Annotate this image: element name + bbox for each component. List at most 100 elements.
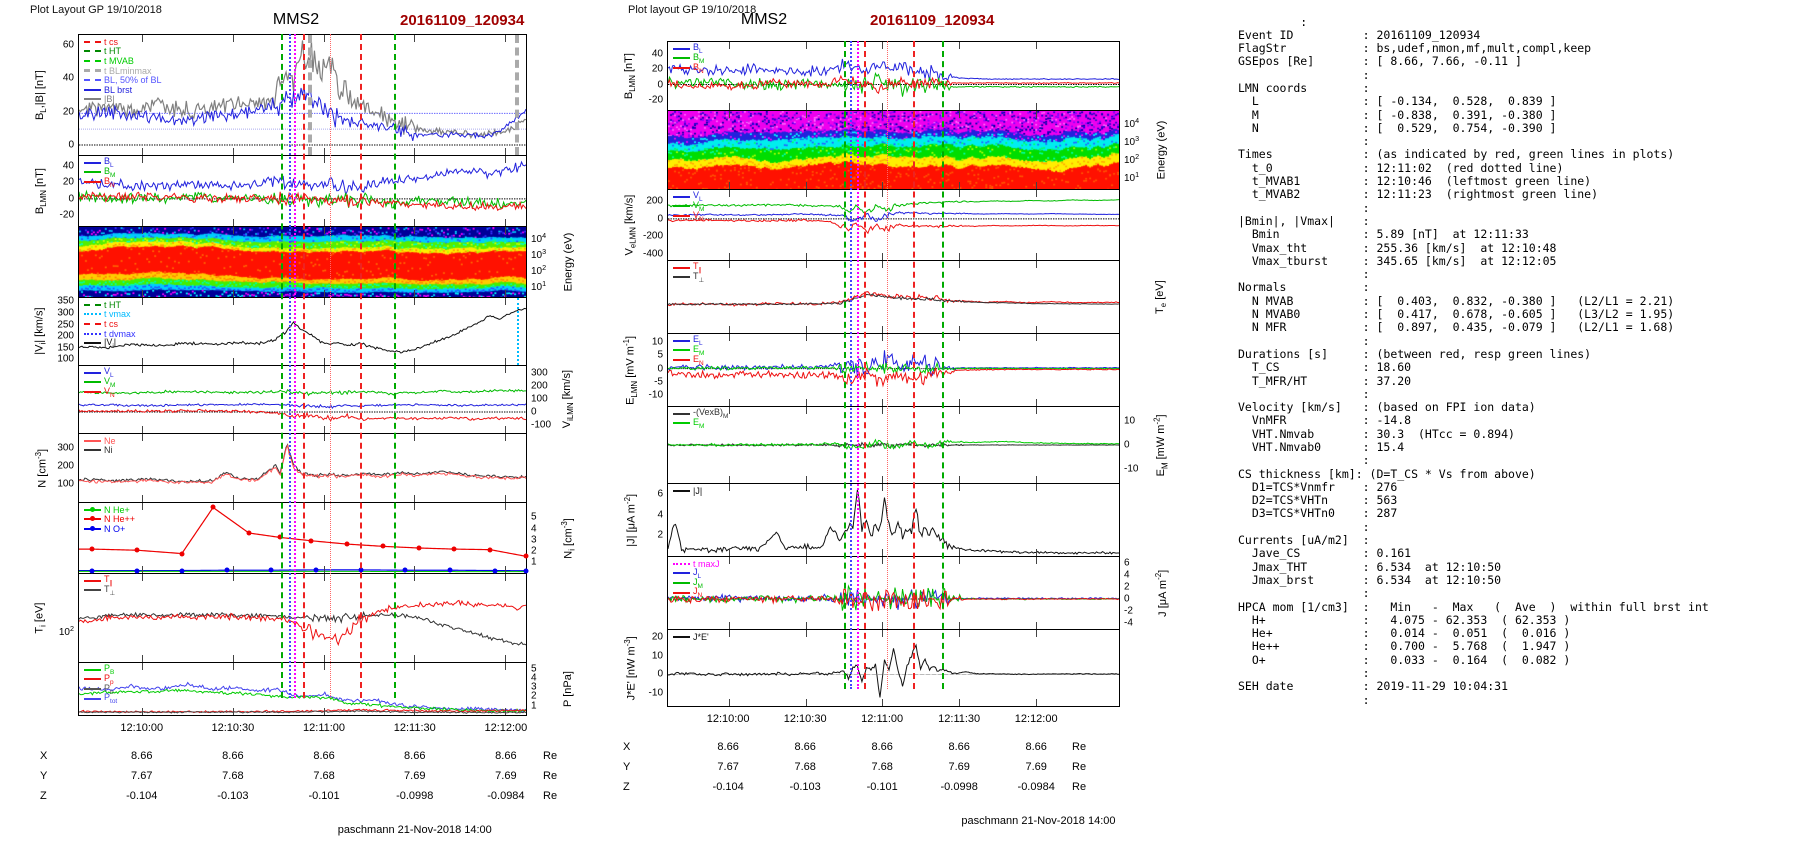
x-tick-mark (728, 484, 730, 491)
x-tick-mark (1035, 261, 1037, 268)
y-tick-label: 6 (657, 488, 663, 500)
legend-entry: BL (673, 42, 704, 55)
x-tick-mark (142, 156, 144, 163)
x-tick-mark (958, 549, 960, 556)
x-tick-mark (805, 103, 807, 110)
x-tick-mark (958, 42, 960, 49)
legend-line-sample (84, 579, 101, 582)
x-tick-mark (414, 358, 416, 365)
legend-entry: J*E' (673, 632, 709, 642)
x-tick-mark (323, 426, 325, 433)
ti-plot (79, 574, 526, 662)
x-tick-mark (233, 434, 235, 441)
x-tick-mark (1035, 326, 1037, 333)
x-tick-mark (414, 655, 416, 662)
legend-entry: JM (673, 577, 720, 589)
series-v-l (79, 403, 526, 408)
x-tick-mark (958, 699, 960, 706)
legend-entry: Ne (84, 436, 116, 446)
ephemeris-value: 8.66 (313, 750, 335, 762)
ephemeris-value: 7.67 (131, 770, 153, 782)
data-marker (313, 567, 319, 573)
y-tick-label: 100 (531, 393, 548, 405)
y-tick-label: 40 (651, 48, 663, 60)
legend-line-sample (84, 381, 101, 384)
legend-label: t BLminmax (104, 65, 152, 76)
legend-line-sample (673, 47, 690, 50)
legend-label: BL (104, 156, 114, 170)
x-tick-mark (1035, 334, 1037, 341)
data-marker (246, 530, 252, 536)
y-axis-label-text: J [μA m-2] (1153, 569, 1169, 617)
legend-entry: T∥ (673, 261, 704, 274)
legend-label: t cs (104, 36, 119, 47)
legend-line-sample (84, 342, 101, 345)
y-tick-label: 0 (68, 193, 74, 205)
ephemeris-unit: Re (1072, 741, 1087, 753)
x-tick-mark (728, 111, 730, 118)
ephemeris-value: -0.101 (308, 790, 340, 802)
y-tick-label: 4 (531, 523, 537, 535)
x-tick-mark (233, 298, 235, 305)
legend-label: t MVAB (104, 55, 134, 66)
y-tick-label: 0 (1124, 593, 1130, 605)
ephemeris-row-label: Z (40, 790, 47, 802)
legend-label: JN (693, 586, 703, 599)
legend-label: EM (693, 417, 705, 430)
legend-line-sample (84, 332, 101, 335)
y-tick-label: -10 (648, 389, 663, 401)
y-tick-label: 101 (1124, 169, 1140, 184)
x-tick-mark (142, 298, 144, 305)
legend-label: BL, 50% of BL (104, 75, 162, 86)
x-tick-mark (1035, 190, 1037, 197)
legend-label: T⊥ (693, 271, 705, 284)
x-tick-mark (958, 407, 960, 414)
ephemeris-unit: Re (543, 750, 558, 762)
y-tick-label: 104 (531, 230, 547, 245)
legend-entry: |Vi| (84, 337, 136, 350)
x-tick-mark (323, 219, 325, 226)
series-v-n (79, 409, 526, 420)
panel-density: 100 200 300 N [cm-3] Ne Ni (34, 433, 527, 503)
y-tick-label: 102 (58, 623, 74, 639)
ephemeris-value: 8.66 (495, 750, 517, 762)
x-tick-mark (882, 42, 884, 49)
vexb-plot (668, 407, 1119, 483)
legend-line-sample (673, 572, 690, 575)
event-info-text: : Event ID : 20161109_120934 FlagStr : b… (1238, 14, 1709, 707)
y-axis-label-text: Energy (eV) (1155, 120, 1168, 180)
legend-entry: EL (673, 334, 704, 347)
x-tick-mark (805, 699, 807, 706)
column-header: Plot Layout GP 19/10/2018 MMS2 20161109_12… (0, 0, 612, 34)
data-marker (134, 547, 140, 553)
panel-vi-magnitude: 100 150 200 250 300 350 |Vi| [km/s] t HT t vmax t… (34, 296, 527, 366)
pressure-plot (79, 663, 526, 715)
legend-label: N O+ (104, 523, 126, 534)
x-tick-mark (504, 426, 506, 433)
x-tick-mark (1035, 103, 1037, 110)
legend-entry: N He+ (84, 505, 135, 515)
x-tick-mark (504, 655, 506, 662)
series-t- (79, 600, 526, 644)
ve-lmn-plot (668, 190, 1119, 260)
x-tick-mark (142, 708, 144, 715)
j-lmn-plot (668, 557, 1119, 629)
legend-marker-dot (90, 516, 95, 522)
ephemeris-value: -0.103 (217, 790, 249, 802)
x-tick-mark (728, 557, 730, 564)
x-tick-mark (1035, 476, 1037, 483)
x-tick-mark (1035, 399, 1037, 406)
panels-stack: 40 20 0 -20 BLMN [nT] BL BM BN 104 103 102 101 Energ… (622, 41, 1169, 831)
ephemeris-value: -0.0984 (487, 790, 525, 802)
legend-label: Ne (104, 435, 116, 446)
x-tick-mark (805, 557, 807, 564)
x-tick-mark (414, 426, 416, 433)
x-tick-mark (728, 407, 730, 414)
x-tick-mark (805, 476, 807, 483)
x-tick-mark (882, 111, 884, 118)
y-axis-label-text: Energy (eV) (562, 232, 575, 292)
legend-entry: Pp (84, 673, 117, 686)
legend-entry: BN (84, 176, 115, 188)
ephemeris-value: 7.67 (717, 761, 739, 773)
